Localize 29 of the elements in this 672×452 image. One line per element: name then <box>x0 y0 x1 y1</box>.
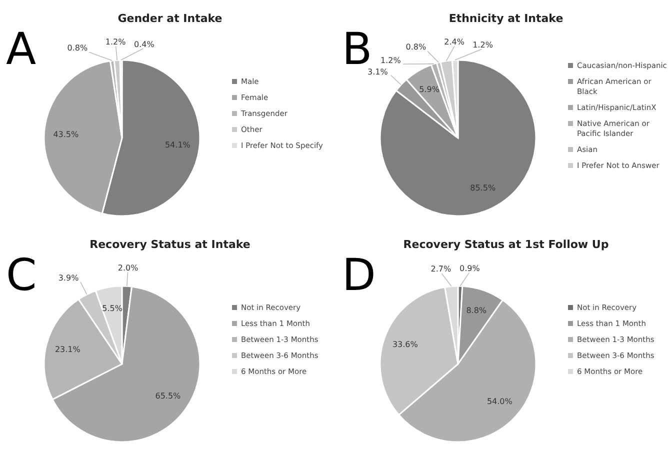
data-label: 3.1% <box>368 68 388 77</box>
data-label: 65.5% <box>155 391 182 400</box>
data-label: 54.1% <box>164 140 191 150</box>
text: D <box>342 250 376 301</box>
data-label: 8.8% <box>466 306 487 316</box>
data-label: 2.7% <box>430 264 452 274</box>
data-label: 1.2% <box>380 56 402 66</box>
data-label: 43.5% <box>53 130 80 140</box>
data-label: 0.4% <box>134 40 155 49</box>
data-label: 5.9% <box>419 84 440 94</box>
data-label: 0.9% <box>459 264 480 273</box>
data-label: 5.5% <box>102 304 123 313</box>
chart-title: Gender at Intake <box>118 12 222 25</box>
data-label: 2.0% <box>118 263 139 272</box>
data-label: 23.1% <box>54 345 81 354</box>
data-label: 1.2% <box>105 37 126 46</box>
data-label: 0.8% <box>67 44 88 53</box>
data-label: 85.5% <box>470 184 496 193</box>
text: C <box>6 250 37 301</box>
data-label: 1.2% <box>472 40 494 50</box>
data-label: 3.9% <box>58 274 80 283</box>
data-label: 33.6% <box>392 340 418 350</box>
chart-title: Recovery Status at 1st Follow Up <box>403 238 609 251</box>
chart-title: Ethnicity at Intake <box>448 12 564 25</box>
text: A <box>6 24 36 75</box>
data-label: 2.4% <box>444 37 465 46</box>
data-label: 54.0% <box>486 396 513 406</box>
data-label: 0.8% <box>406 42 427 52</box>
chart-title: Recovery Status at Intake <box>90 238 250 251</box>
